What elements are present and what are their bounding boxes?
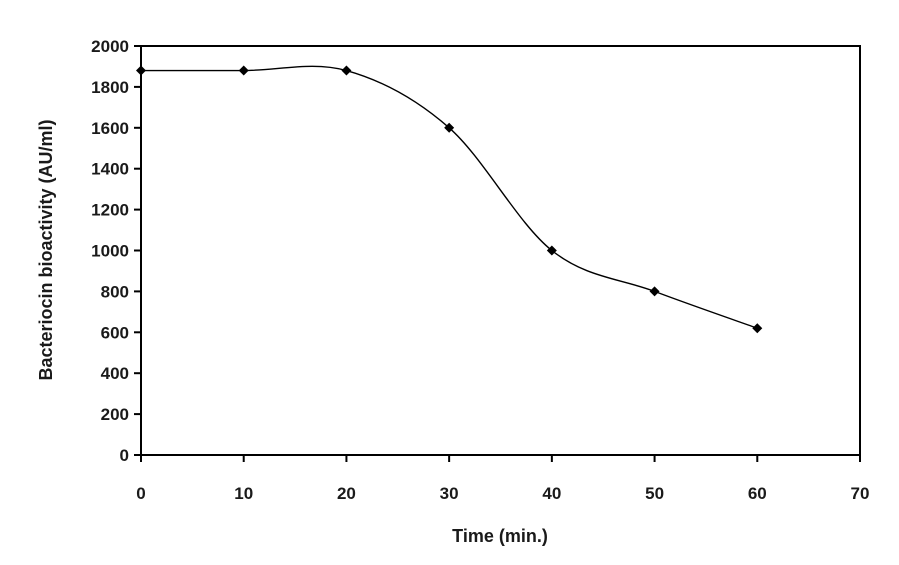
x-tick-label: 20 (337, 484, 356, 503)
y-tick-label: 1400 (91, 160, 129, 179)
y-axis-ticks: 0 200 400 600 800 1000 1200 1400 1600 1800 2000 (91, 37, 141, 465)
x-axis-ticks: 0 10 20 30 40 50 60 70 (136, 455, 869, 503)
y-tick-label: 200 (101, 405, 129, 424)
x-tick-label: 70 (851, 484, 870, 503)
plot-area (140, 45, 861, 456)
data-point (649, 286, 660, 297)
x-tick-label: 30 (440, 484, 459, 503)
y-tick-label: 1200 (91, 201, 129, 220)
data-point (341, 65, 352, 76)
y-tick-label: 1000 (91, 242, 129, 261)
x-tick-label: 40 (542, 484, 561, 503)
y-tick-label: 2000 (91, 37, 129, 56)
x-axis-title: Time (min.) (452, 526, 548, 546)
y-tick-label: 400 (101, 364, 129, 383)
x-tick-label: 60 (748, 484, 767, 503)
y-tick-label: 1800 (91, 78, 129, 97)
y-tick-label: 600 (101, 323, 129, 342)
y-axis-title: Bacteriocin bioactivity (AU/ml) (36, 119, 56, 380)
data-point (238, 65, 249, 76)
x-tick-label: 50 (645, 484, 664, 503)
data-point (444, 122, 455, 133)
y-tick-label: 800 (101, 282, 129, 301)
y-tick-label: 0 (120, 446, 129, 465)
y-tick-label: 1600 (91, 119, 129, 138)
data-point (546, 245, 557, 256)
series-markers (136, 65, 763, 334)
data-point (136, 65, 146, 76)
x-tick-label: 10 (234, 484, 253, 503)
x-tick-label: 0 (136, 484, 145, 503)
data-point (752, 323, 763, 334)
